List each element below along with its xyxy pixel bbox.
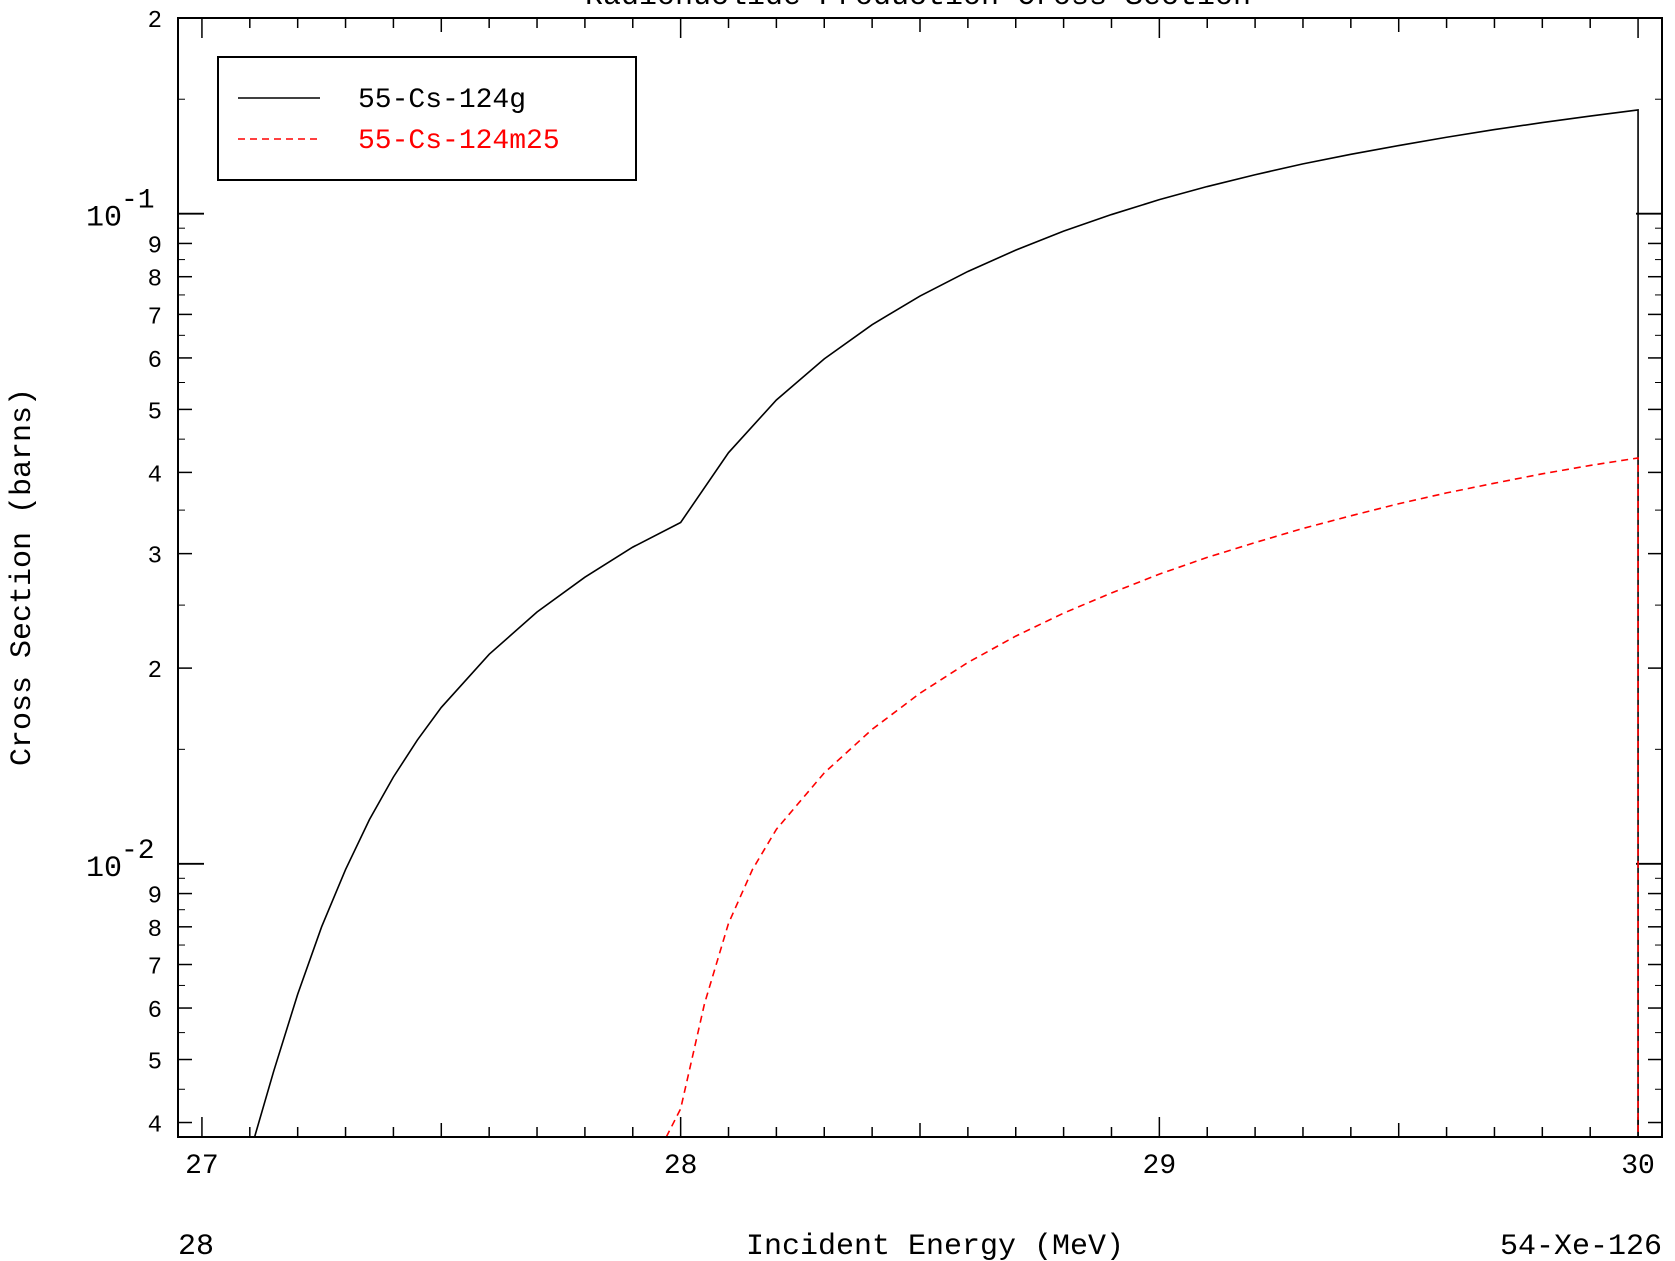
- y-major-tick-label-exponent: -2: [121, 836, 155, 867]
- series-layer: [253, 109, 1639, 1138]
- legend-label-cs124g: 55-Cs-124g: [358, 85, 526, 116]
- x-tick-label: 30: [1621, 1151, 1655, 1182]
- y-minor-tick-label: 9: [148, 233, 162, 260]
- x-tick-label: 29: [1143, 1151, 1177, 1182]
- y-axis-label: Cross Section (barns): [6, 388, 40, 766]
- y-minor-tick-label: 2: [148, 658, 162, 685]
- y-minor-tick-label: 8: [148, 917, 162, 944]
- legend: 55-Cs-124g 55-Cs-124m25: [217, 56, 637, 181]
- y-minor-tick-label: 7: [148, 304, 162, 331]
- y-minor-tick-label: 4: [148, 462, 162, 489]
- y-minor-tick-label: 5: [148, 399, 162, 426]
- y-major-tick-label-base: 10: [86, 852, 122, 886]
- series-line-1: [665, 457, 1639, 1138]
- y-minor-tick-label: 4: [148, 1113, 162, 1140]
- x-tick-label: 28: [664, 1151, 698, 1182]
- y-minor-tick-label: 6: [148, 348, 162, 375]
- y-major-tick-label-exponent: -1: [121, 186, 155, 217]
- x-tick-label: 27: [185, 1151, 219, 1182]
- y-minor-tick-label: 3: [148, 544, 162, 571]
- y-minor-tick-label: 2: [148, 8, 162, 35]
- legend-box: [217, 56, 637, 181]
- y-minor-tick-label: 9: [148, 884, 162, 911]
- y-minor-tick-label: 8: [148, 267, 162, 294]
- y-minor-tick-label: 7: [148, 955, 162, 982]
- y-minor-tick-label: 5: [148, 1050, 162, 1077]
- plot-frame: [177, 17, 1663, 1138]
- series-line-0: [253, 109, 1639, 1138]
- x-axis-label: Incident Energy (MeV): [746, 1230, 1124, 1261]
- legend-label-cs124m25: 55-Cs-124m25: [358, 126, 560, 157]
- y-major-tick-label: 10-1: [86, 186, 155, 236]
- y-major-tick-label-base: 10: [86, 202, 122, 236]
- footer-left-label: 28: [178, 1230, 214, 1261]
- y-minor-tick-label: 6: [148, 998, 162, 1025]
- footer-right-label: 54-Xe-126: [1500, 1230, 1662, 1261]
- chart-title: Radionuclide Production Cross Section: [585, 0, 1251, 14]
- y-major-tick-label: 10-2: [86, 836, 155, 886]
